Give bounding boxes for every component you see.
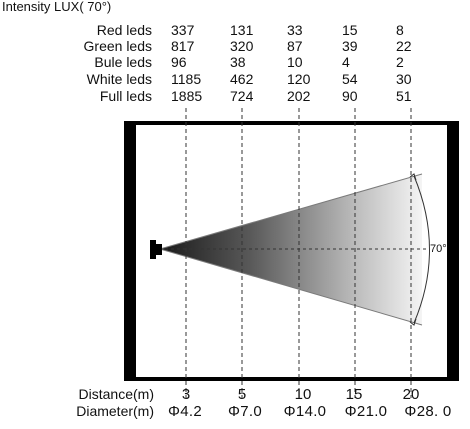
table-cell: 30 — [396, 71, 412, 87]
table-cell: 131 — [230, 22, 254, 38]
diameter-value: Φ7.0 — [227, 403, 263, 420]
table-cell: 337 — [171, 22, 195, 38]
table-cell: 33 — [287, 22, 303, 38]
beam-lower-edge — [159, 248, 423, 326]
table-cell: 90 — [342, 88, 358, 104]
table-cell: 15 — [342, 22, 358, 38]
table-cell: 8 — [396, 22, 404, 38]
distance-label: Distance(m) — [78, 386, 154, 402]
angle-arc — [413, 175, 430, 324]
table-cell: 87 — [287, 38, 303, 54]
row-label: Red leds — [96, 22, 152, 38]
table-cell: 2 — [396, 54, 404, 70]
table-cell: 202 — [287, 88, 311, 104]
table-cell: 54 — [342, 71, 358, 87]
table-cell: 96 — [171, 54, 187, 70]
table-cell: 320 — [230, 38, 254, 54]
row-label: White leds — [86, 71, 152, 87]
distance-value: 10 — [294, 386, 312, 403]
beam-angle-label: 70° — [430, 243, 447, 255]
diameter-value: Φ4.2 — [167, 403, 203, 420]
table-cell: 817 — [171, 38, 195, 54]
row-label: Bule leds — [94, 54, 152, 70]
diameter-value: Φ14.0 — [283, 403, 327, 420]
table-cell: 22 — [396, 38, 412, 54]
distance-markers — [185, 108, 412, 398]
table-cell: 51 — [396, 88, 412, 104]
fixture-icon — [150, 240, 156, 259]
table-cell: 462 — [230, 71, 254, 87]
fixture-lens — [156, 244, 162, 255]
table-cell: 724 — [230, 88, 254, 104]
chart-title: Intensity LUX( 70°) — [2, 0, 112, 14]
table-cell: 4 — [342, 54, 350, 70]
distance-value: 3 — [181, 386, 191, 403]
table-cell: 39 — [342, 38, 358, 54]
diameter-value: Φ28. 0 — [404, 403, 452, 420]
table-cell: 10 — [287, 54, 303, 70]
angle-arrow-top — [409, 173, 417, 181]
table-cell: 38 — [230, 54, 246, 70]
distance-value: 15 — [345, 386, 363, 403]
beam-upper-edge — [159, 173, 423, 250]
row-label: Green leds — [83, 38, 152, 54]
table-cell: 120 — [287, 71, 311, 87]
distance-value: 5 — [237, 386, 247, 403]
table-cell: 1185 — [171, 71, 202, 87]
row-label: Full leds — [99, 88, 152, 104]
distance-value: 20 — [402, 386, 420, 403]
diameter-value: Φ21.0 — [344, 403, 388, 420]
angle-arrow-bottom — [409, 318, 417, 326]
diameter-label: Diameter(m) — [76, 403, 154, 419]
table-cell: 1885 — [171, 88, 203, 104]
